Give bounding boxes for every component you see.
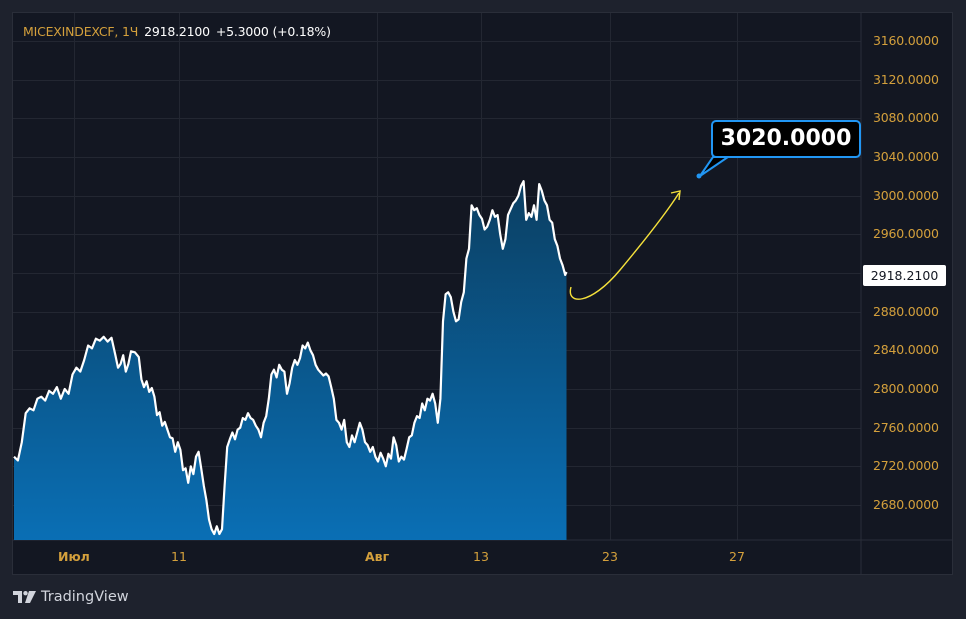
callout-pointer [699,156,732,177]
tradingview-logo-icon [13,591,36,603]
price-tick-label: 3080.0000 [873,110,939,126]
tradingview-brand[interactable]: TradingView [13,589,129,605]
price-tick-label: 2840.0000 [873,342,939,358]
symbol-legend: MICEXINDEXCF, 1Ч 2918.2100 +5.3000 (+0.18%… [23,24,331,39]
time-tick-label: 27 [729,549,745,564]
time-tick-label: Июл [58,549,90,564]
price-tick-label: 2720.0000 [873,458,939,474]
symbol-name[interactable]: MICEXINDEXCF, 1Ч [23,24,139,39]
brand-label: TradingView [41,589,129,605]
price-tick-label: 2800.0000 [873,381,939,396]
price-tick-label: 2960.0000 [873,226,939,242]
forecast-arrow-icon[interactable] [569,192,680,300]
price-tick-label: 2880.0000 [873,303,939,319]
time-tick-label: 13 [473,549,489,564]
price-callout[interactable]: 3020.0000 [711,120,861,158]
price-tick-label: 3040.0000 [873,149,939,164]
current-price-label: 2918.2100 [863,265,946,286]
price-tick-label: 3160.0000 [873,33,939,48]
price-tick-label: 2760.0000 [873,419,939,435]
price-line [13,180,568,536]
time-tick-label: Авг [365,549,390,564]
time-tick-label: 11 [171,549,187,564]
price-tick-label: 2680.0000 [873,497,939,512]
price-change: +5.3000 (+0.18%) [215,24,331,39]
last-price: 2918.2100 [144,24,210,39]
time-tick-label: 23 [602,549,618,564]
callout-anchor-dot[interactable] [696,173,702,179]
price-tick-label: 3120.0000 [873,71,939,87]
price-tick-label: 3000.0000 [873,187,939,203]
area-fill [14,181,567,540]
arrowhead-icon [670,190,681,201]
